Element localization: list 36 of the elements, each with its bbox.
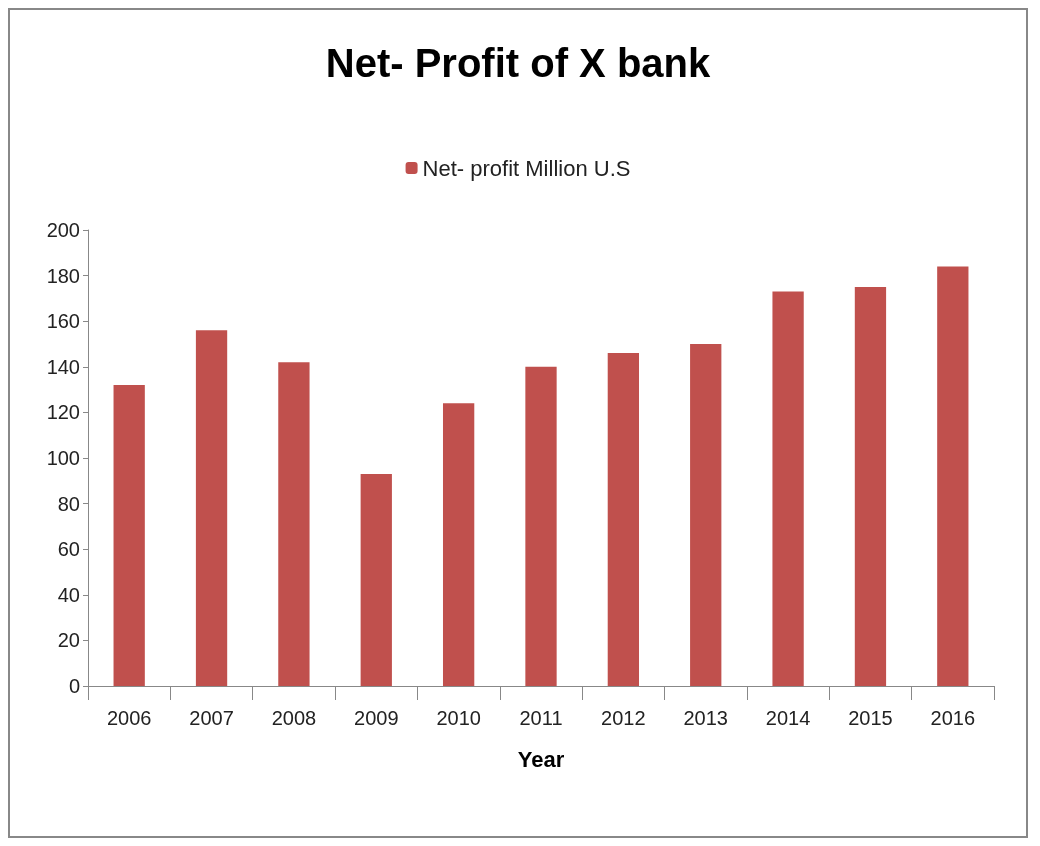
x-axis-title: Year <box>517 746 565 772</box>
bar <box>690 344 722 686</box>
y-tick-label: 100 <box>46 447 80 469</box>
bar <box>195 330 228 686</box>
y-tick-label: 180 <box>46 264 80 287</box>
bar <box>278 362 310 686</box>
bar <box>360 473 392 686</box>
y-tick-label: 0 <box>68 675 80 697</box>
bar <box>607 353 640 686</box>
x-tick-label: 2006 <box>106 707 152 729</box>
bar <box>772 291 804 686</box>
x-tick-label: 2011 <box>519 707 563 729</box>
x-tick-label: 2014 <box>765 707 811 729</box>
x-tick-label: 2013 <box>683 707 728 729</box>
x-tick-label: 2007 <box>189 707 234 729</box>
x-tick-label: 2009 <box>354 707 399 729</box>
x-tick-label: 2016 <box>930 707 976 729</box>
x-tick-label: 2008 <box>271 707 317 729</box>
x-tick-label: 2015 <box>848 707 893 729</box>
y-tick-label: 200 <box>46 219 80 241</box>
bar <box>113 385 145 686</box>
legend-label: Net- profit Million U.S <box>422 155 631 181</box>
x-tick-label: 2010 <box>436 707 481 729</box>
y-tick-label: 160 <box>46 310 80 333</box>
bar <box>854 287 887 686</box>
y-tick-label: 140 <box>46 355 80 378</box>
bar <box>442 403 475 686</box>
y-tick-label: 20 <box>57 629 80 652</box>
y-tick-label: 80 <box>57 492 80 515</box>
y-tick-label: 40 <box>57 583 80 606</box>
y-tick-label: 60 <box>57 538 80 561</box>
chart-title: Net- Profit of X bank <box>325 41 711 85</box>
bar <box>937 266 969 686</box>
x-tick-label: 2012 <box>601 707 646 729</box>
bar <box>525 366 557 686</box>
y-tick-label: 120 <box>46 401 80 424</box>
